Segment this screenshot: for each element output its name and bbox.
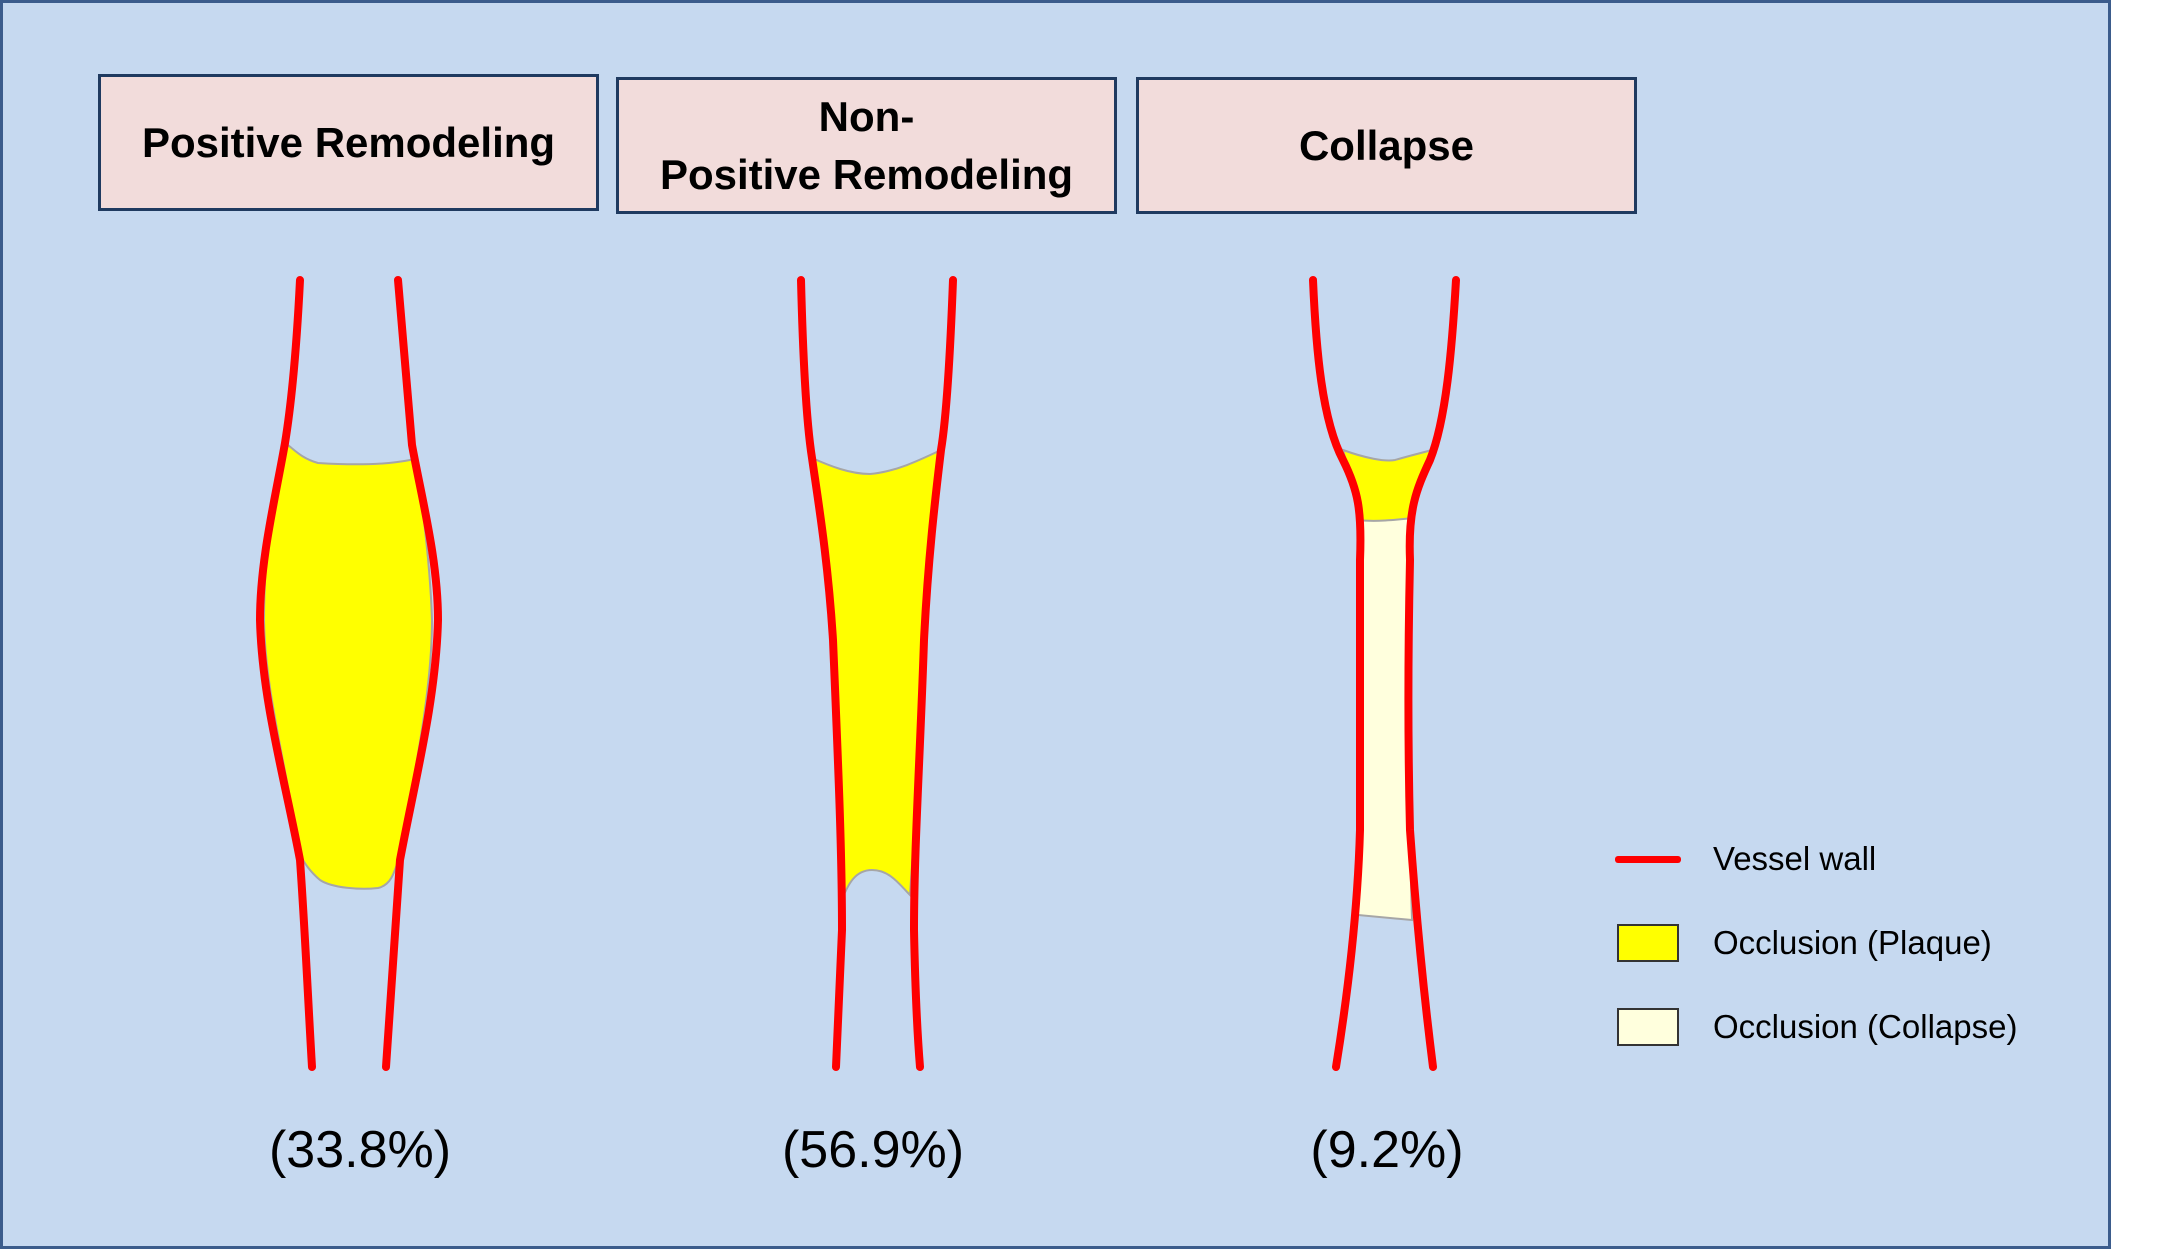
vessel-collapse: [1309, 276, 1460, 1071]
legend-swatch-plaque: [1617, 924, 1679, 962]
legend-label: Occlusion (Plaque): [1713, 924, 1992, 961]
title-positive-remodeling: Positive Remodeling: [98, 74, 599, 211]
title-non-positive-remodeling: Non- Positive Remodeling: [616, 77, 1117, 214]
vessel-positive-remodeling: [255, 276, 443, 1071]
legend-item-plaque: Occlusion (Plaque): [1615, 918, 1992, 968]
vessel-wall-right: [1404, 276, 1460, 1071]
title-collapse: Collapse: [1136, 77, 1637, 214]
legend-item-vessel-wall: Vessel wall: [1615, 834, 1876, 884]
vessel-wall-left: [1309, 276, 1365, 1071]
legend-item-collapse: Occlusion (Collapse): [1615, 1002, 2017, 1052]
percentage-collapse: (9.2%): [1310, 1121, 1464, 1179]
vessel-wall-left: [255, 276, 316, 1071]
title-line: Collapse: [1298, 121, 1475, 169]
vessel-wall-right: [909, 276, 957, 1071]
title-line: Positive Remodeling: [659, 150, 1074, 198]
vessel-wall-right: [382, 276, 443, 1071]
legend-swatch-vessel-wall: [1615, 855, 1681, 863]
legend-label: Vessel wall: [1713, 840, 1877, 877]
percentage-non-positive-remodeling: (56.9%): [781, 1121, 965, 1179]
vessel-non-positive-remodeling: [797, 276, 957, 1071]
title-line: Non-: [818, 92, 915, 140]
percentage-positive-remodeling: (33.8%): [268, 1121, 452, 1179]
legend-swatch-collapse: [1617, 1008, 1679, 1046]
vessel-wall-left: [797, 276, 847, 1071]
legend-label: Occlusion (Collapse): [1713, 1008, 2018, 1045]
title-line: Positive Remodeling: [141, 118, 556, 166]
